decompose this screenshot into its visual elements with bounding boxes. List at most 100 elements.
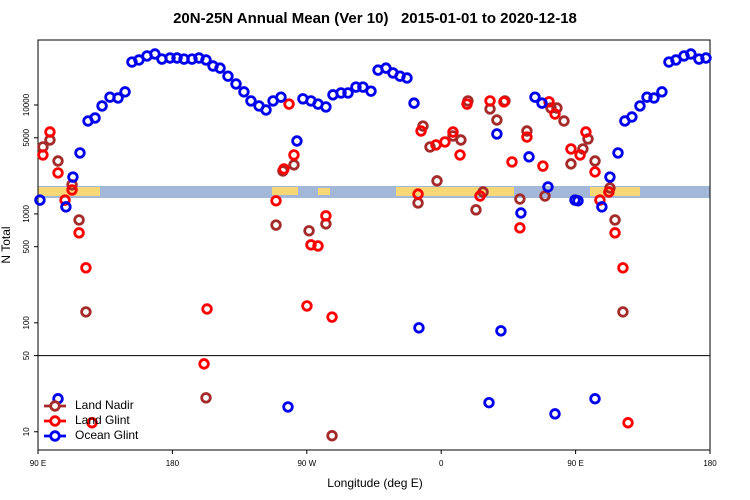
point [424,141,436,153]
point [200,54,212,66]
point [312,240,324,252]
x-tick-label: 90 E [30,459,46,468]
x-tick-label: 0 [439,459,444,468]
point [549,408,561,420]
point [521,125,533,137]
point [282,401,294,413]
y-tick-label: 500 [22,239,31,253]
point [609,214,621,226]
point [342,87,354,99]
x-tick-label: 180 [703,459,717,468]
point [589,166,601,178]
point [536,97,548,109]
chart-title: 20N-25N Annual Mean (Ver 10) 2015-01-01 … [173,10,577,27]
x-axis-label: Longitude (deg E) [327,476,422,490]
point [245,95,257,107]
point [270,195,282,207]
point [350,81,362,93]
point [52,167,64,179]
point [596,201,608,213]
y-tick-label: 10 [22,427,31,436]
point [430,139,442,151]
point [484,95,496,107]
y-tick-label: 5000 [22,128,31,146]
point [66,184,78,196]
point [455,134,467,146]
point [604,171,616,183]
y-tick-label: 100 [22,316,31,330]
point [641,91,653,103]
point [288,149,300,161]
point [521,131,533,143]
point [278,163,290,175]
point [551,102,563,114]
point [495,325,507,337]
point [89,112,101,124]
point [447,126,459,138]
point [320,101,332,113]
point [565,143,577,155]
point [558,115,570,127]
point [529,91,541,103]
y-tick-label: 10000 [22,93,31,116]
point [171,52,183,64]
point [365,85,377,97]
point [303,225,315,237]
point [565,158,577,170]
point [320,210,332,222]
point [326,430,338,442]
point [454,149,466,161]
point [326,311,338,323]
point [34,194,46,206]
x-tick-label: 90 W [297,459,316,468]
point [626,111,638,123]
point [74,147,86,159]
point [200,392,212,404]
point [413,322,425,334]
point [580,126,592,138]
point [275,91,287,103]
point [96,100,108,112]
point [514,222,526,234]
x-tick-label: 180 [166,459,180,468]
point [617,262,629,274]
point [506,156,518,168]
point [574,149,586,161]
point [612,147,624,159]
point [283,98,295,110]
point [44,126,56,138]
point [549,108,561,120]
point [603,186,615,198]
point [401,72,413,84]
point [461,98,473,110]
point [572,195,584,207]
point [685,48,697,60]
point [301,300,313,312]
legend-swatch [49,430,61,442]
point [589,155,601,167]
point [112,92,124,104]
point [617,306,629,318]
point [412,197,424,209]
point [609,227,621,239]
point [119,86,131,98]
point [693,53,705,65]
point [238,86,250,98]
point [431,175,443,187]
point [214,62,226,74]
point [291,135,303,147]
point [270,219,282,231]
point [622,417,634,429]
point [412,188,424,200]
legend-label: Land Nadir [75,398,134,412]
point [498,96,510,108]
y-tick-label: 1000 [22,204,31,222]
point [186,53,198,65]
point [634,100,646,112]
y-tick-label: 50 [22,351,31,360]
point [201,303,213,315]
point [198,358,210,370]
point [408,97,420,109]
point [67,171,79,183]
